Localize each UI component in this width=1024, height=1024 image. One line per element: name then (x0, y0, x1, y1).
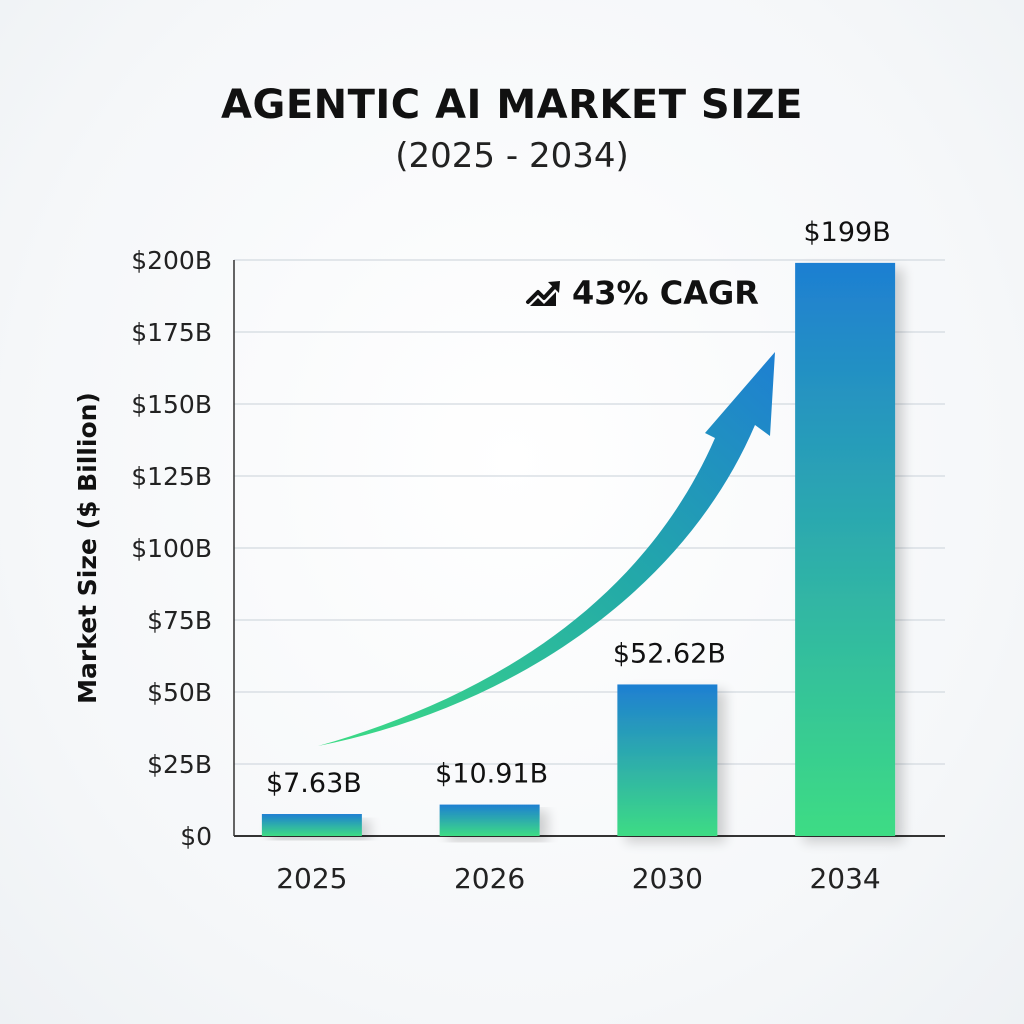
y-tick-label: $25B (147, 750, 212, 779)
y-axis-label: Market Size ($ Billion) (73, 392, 102, 704)
y-tick-label: $175B (131, 318, 212, 347)
bar-2025 (261, 814, 362, 836)
x-tick-label: 2030 (632, 862, 703, 895)
x-tick-label: 2025 (276, 862, 347, 895)
y-tick-label: $200B (131, 246, 212, 275)
value-label: $10.91B (435, 759, 548, 790)
trend-up-icon (526, 281, 560, 306)
y-tick-label: $100B (131, 534, 212, 563)
bar-2034 (795, 262, 896, 836)
x-tick-label: 2026 (454, 862, 525, 895)
y-tick-label: $150B (131, 390, 212, 419)
y-tick-label: $75B (147, 606, 212, 635)
value-label: $52.62B (613, 638, 726, 669)
cagr-label: 43% CAGR (572, 274, 759, 312)
y-tick-label: $125B (131, 462, 212, 491)
y-tick-label: $0 (180, 822, 212, 851)
value-label: $7.63B (266, 768, 362, 799)
chart-title: AGENTIC AI MARKET SIZE (221, 82, 803, 128)
y-tick-label: $50B (147, 678, 212, 707)
bar-2026 (439, 804, 540, 836)
cagr-annotation: 43% CAGR (526, 274, 759, 312)
value-label: $199B (804, 217, 891, 248)
x-tick-label: 2034 (809, 862, 880, 895)
bar-2030 (617, 684, 718, 836)
chart-subtitle: (2025 - 2034) (395, 136, 629, 176)
